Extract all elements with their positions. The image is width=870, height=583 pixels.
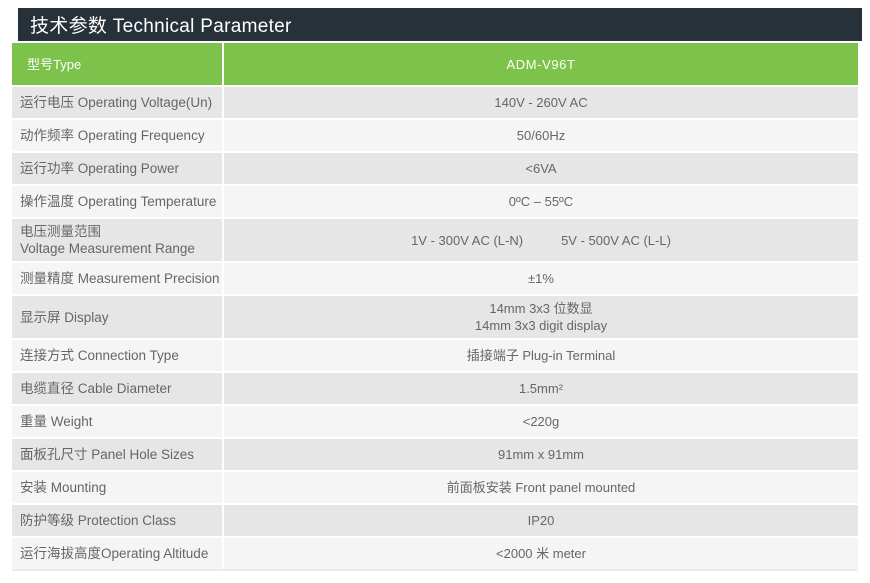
parameter-rows: 运行电压 Operating Voltage(Un) 140V - 260V A… xyxy=(12,87,858,569)
parameter-value-part-1: 插接端子 Plug-in Terminal xyxy=(466,348,616,363)
parameter-value: 91mm x 91mm xyxy=(224,439,858,470)
parameter-value: ±1% xyxy=(224,263,858,294)
parameter-value-part-1: 50/60Hz xyxy=(516,128,566,143)
parameter-value-part-1: 1V - 300V AC (L-N) xyxy=(411,232,524,248)
table-row: 电缆直径 Cable Diameter 1.5mm² xyxy=(12,373,858,404)
parameter-value-part-1: 前面板安装 Front panel mounted xyxy=(446,480,636,495)
parameter-label-line-1: 运行功率 Operating Power xyxy=(20,161,180,176)
table-row: 运行海拔高度Operating Altitude <2000 米 meter xyxy=(12,538,858,569)
table-row: 显示屏 Display 14mm 3x3 位数显 14mm 3x3 digit … xyxy=(12,296,858,338)
parameter-label-line-1: 操作温度 Operating Temperature xyxy=(20,194,217,209)
parameter-label-line-2: Voltage Measurement Range xyxy=(20,241,195,256)
parameter-label: 显示屏 Display xyxy=(12,296,222,338)
parameter-value-part-1: 14mm 3x3 位数显 xyxy=(489,301,593,316)
parameter-value: 0ºC – 55ºC xyxy=(224,186,858,217)
parameter-label-line-1: 防护等级 Protection Class xyxy=(20,513,177,528)
parameter-value-part-1: ±1% xyxy=(528,271,554,286)
parameter-value: <220g xyxy=(224,406,858,437)
model-row: 型号Type ADM-V96T xyxy=(12,43,858,85)
parameter-value: 14mm 3x3 位数显 14mm 3x3 digit display xyxy=(224,296,858,338)
parameter-value: 1V - 300V AC (L-N) 5V - 500V AC (L-L) xyxy=(224,219,858,261)
parameter-value: <6VA xyxy=(224,153,858,184)
parameter-value-part-1: 0ºC – 55ºC xyxy=(508,194,574,209)
parameter-value-part-1: 140V - 260V AC xyxy=(494,95,588,110)
parameter-label: 重量 Weight xyxy=(12,406,222,437)
parameter-label: 防护等级 Protection Class xyxy=(12,505,222,536)
parameter-value-part-2: 5V - 500V AC (L-L) xyxy=(561,232,671,248)
table-row: 安装 Mounting 前面板安装 Front panel mounted xyxy=(12,472,858,503)
parameter-value: 140V - 260V AC xyxy=(224,87,858,118)
parameter-label: 动作频率 Operating Frequency xyxy=(12,120,222,151)
table-row: 重量 Weight <220g xyxy=(12,406,858,437)
table-row: 测量精度 Measurement Precision ±1% xyxy=(12,263,858,294)
model-row-label: 型号Type xyxy=(12,43,222,85)
parameter-label-line-1: 安装 Mounting xyxy=(20,480,107,495)
parameter-label: 运行功率 Operating Power xyxy=(12,153,222,184)
parameter-label-line-1: 运行海拔高度Operating Altitude xyxy=(20,546,209,561)
parameter-value-part-1: 1.5mm² xyxy=(518,381,564,396)
parameter-label: 操作温度 Operating Temperature xyxy=(12,186,222,217)
parameter-value: IP20 xyxy=(224,505,858,536)
parameter-value-part-1: IP20 xyxy=(527,513,555,528)
parameter-value: 前面板安装 Front panel mounted xyxy=(224,472,858,503)
parameter-label-line-1: 电缆直径 Cable Diameter xyxy=(20,381,172,396)
parameter-label-line-1: 连接方式 Connection Type xyxy=(20,348,179,363)
parameter-value: 1.5mm² xyxy=(224,373,858,404)
page: 技术参数 Technical Parameter 型号Type ADM-V96T… xyxy=(12,8,862,571)
table-row: 操作温度 Operating Temperature 0ºC – 55ºC xyxy=(12,186,858,217)
parameter-label: 测量精度 Measurement Precision xyxy=(12,263,222,294)
parameter-value-part-1: 91mm x 91mm xyxy=(498,447,584,462)
parameter-value: 50/60Hz xyxy=(224,120,858,151)
page-title: 技术参数 Technical Parameter xyxy=(30,16,292,37)
parameter-label: 安装 Mounting xyxy=(12,472,222,503)
technical-parameter-table: 型号Type ADM-V96T 运行电压 Operating Voltage(U… xyxy=(12,43,858,571)
parameter-label: 连接方式 Connection Type xyxy=(12,340,222,371)
parameter-value-part-1: <6VA xyxy=(525,161,557,176)
parameter-label: 运行海拔高度Operating Altitude xyxy=(12,538,222,569)
parameter-label-line-1: 重量 Weight xyxy=(20,414,93,429)
parameter-label: 电缆直径 Cable Diameter xyxy=(12,373,222,404)
parameter-label-line-1: 运行电压 Operating Voltage(Un) xyxy=(20,95,213,110)
parameter-label: 面板孔尺寸 Panel Hole Sizes xyxy=(12,439,222,470)
parameter-label: 电压测量范围 Voltage Measurement Range xyxy=(12,219,222,261)
model-label-text: 型号Type xyxy=(27,56,82,72)
table-row: 动作频率 Operating Frequency 50/60Hz xyxy=(12,120,858,151)
table-row: 运行功率 Operating Power <6VA xyxy=(12,153,858,184)
table-row: 运行电压 Operating Voltage(Un) 140V - 260V A… xyxy=(12,87,858,118)
table-row: 防护等级 Protection Class IP20 xyxy=(12,505,858,536)
parameter-value: 插接端子 Plug-in Terminal xyxy=(224,340,858,371)
parameter-label-line-1: 面板孔尺寸 Panel Hole Sizes xyxy=(20,447,195,462)
parameter-value-part-1: <2000 米 meter xyxy=(496,546,586,561)
parameter-label: 运行电压 Operating Voltage(Un) xyxy=(12,87,222,118)
parameter-label-line-1: 显示屏 Display xyxy=(20,309,109,325)
parameter-label-line-1: 动作频率 Operating Frequency xyxy=(20,128,205,143)
parameter-value-part-1: <220g xyxy=(522,414,560,429)
parameter-value: <2000 米 meter xyxy=(224,538,858,569)
parameter-label-line-1: 测量精度 Measurement Precision xyxy=(20,271,220,286)
model-value-text: ADM-V96T xyxy=(506,56,576,72)
parameter-value-line-2: 14mm 3x3 digit display xyxy=(474,318,608,333)
model-row-value: ADM-V96T xyxy=(224,43,858,85)
table-row: 电压测量范围 Voltage Measurement Range 1V - 30… xyxy=(12,219,858,261)
parameter-label-line-1: 电压测量范围 xyxy=(20,224,101,239)
table-row: 面板孔尺寸 Panel Hole Sizes 91mm x 91mm xyxy=(12,439,858,470)
title-bar: 技术参数 Technical Parameter xyxy=(18,8,862,41)
table-row: 连接方式 Connection Type 插接端子 Plug-in Termin… xyxy=(12,340,858,371)
